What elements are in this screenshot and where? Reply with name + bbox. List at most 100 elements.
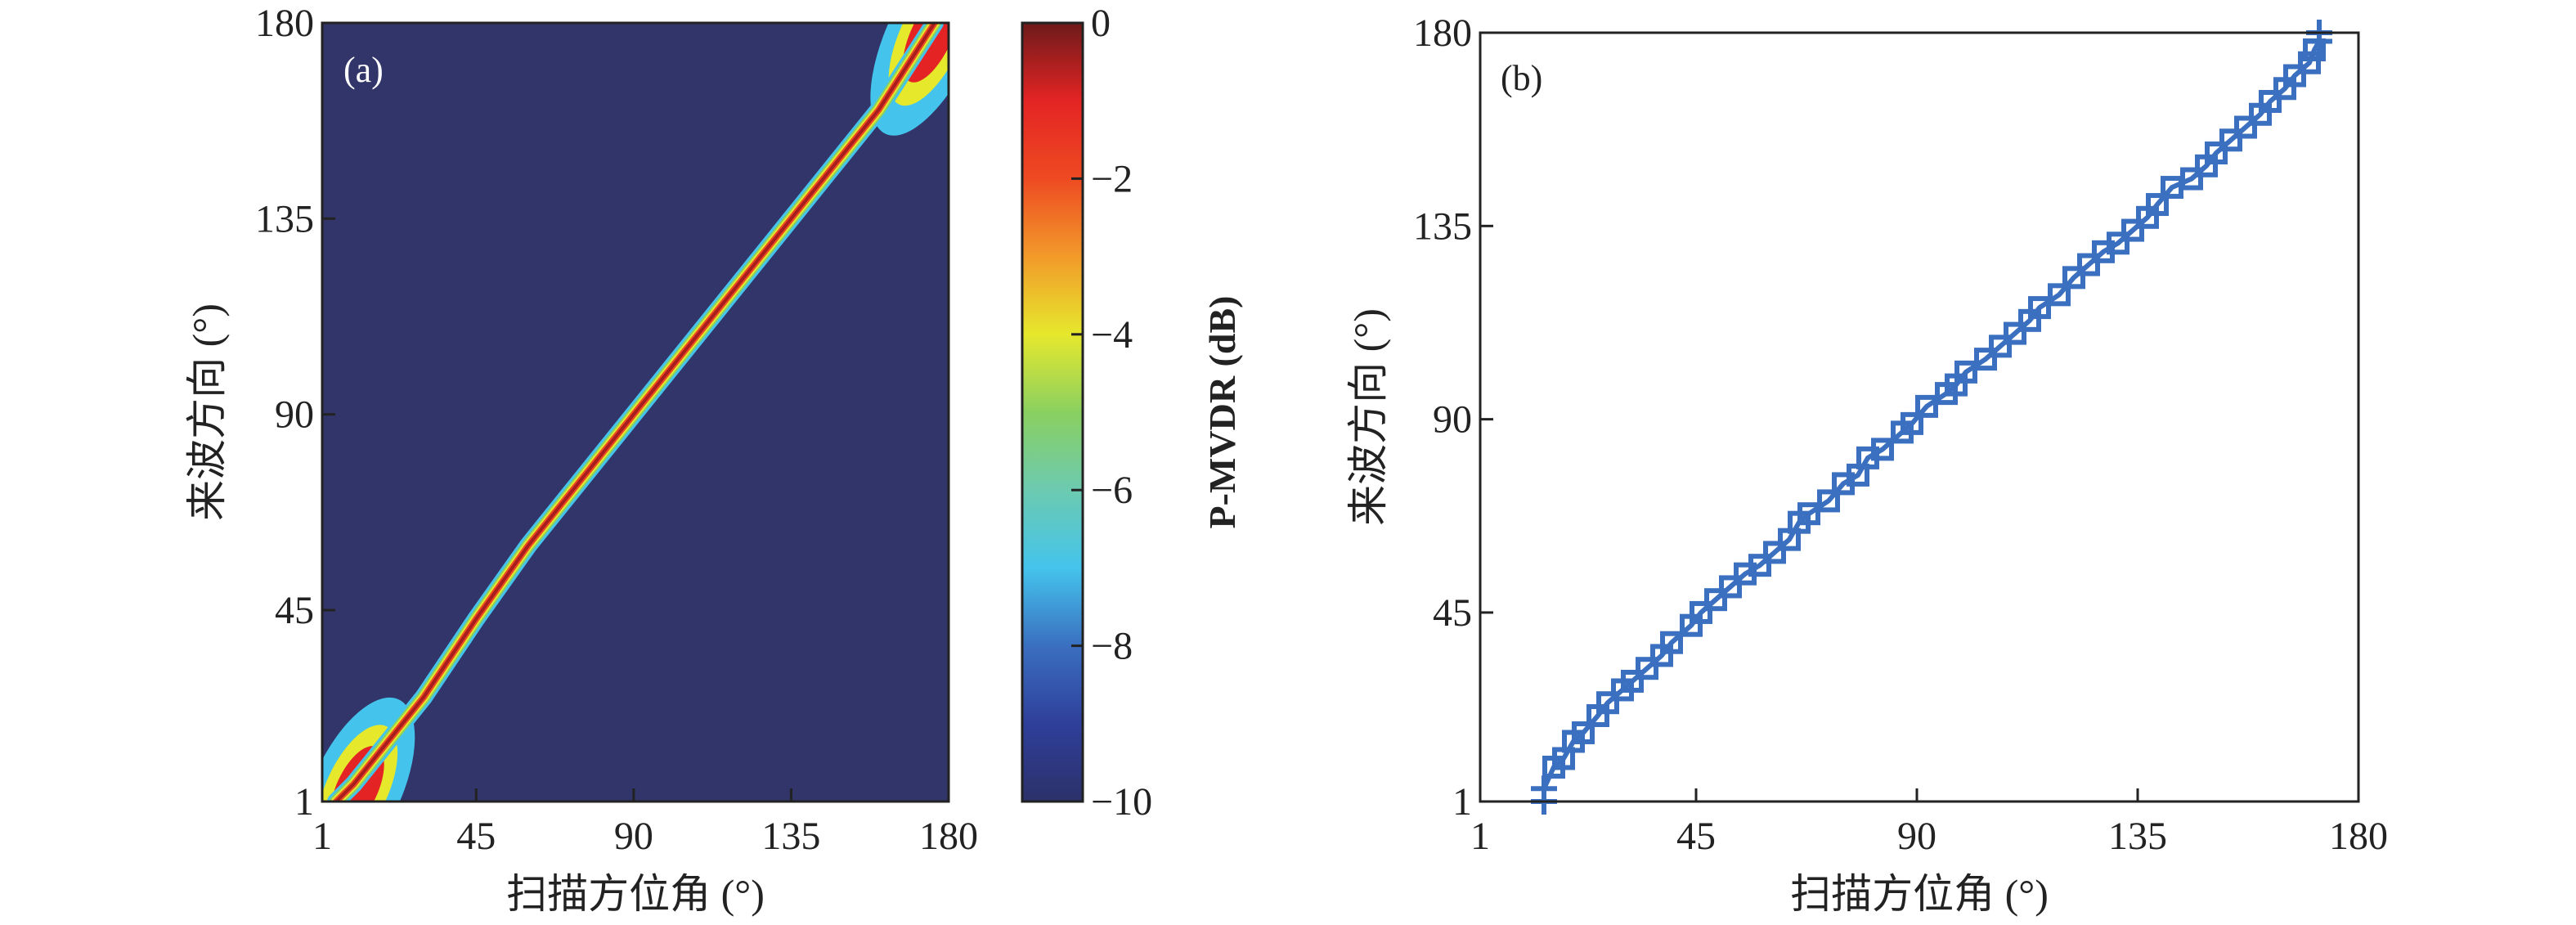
square-marker [1748,554,1771,577]
square-marker [1596,691,1619,715]
plus-marker [1531,775,1557,802]
square-marker [1572,721,1595,744]
x-ticks: 1 45 90 135 180 [312,788,978,858]
heatmap-ridge [322,23,949,802]
square-marker [1797,502,1820,526]
y-tick-label: 180 [1413,11,1472,55]
data-point [1704,588,1727,612]
square-marker [1989,335,2012,358]
x-tick-label: 135 [2108,815,2167,858]
y-tick-label: 135 [1413,204,1472,248]
square-marker [1704,588,1727,612]
data-point [2048,283,2071,307]
x-tick-label: 1 [312,815,332,858]
data-point [2234,115,2257,139]
data-point [1596,691,1619,715]
y-axis-label: 来波方向 (°) [1345,308,1391,526]
data-point [1763,541,1786,564]
square-marker [1690,600,1712,624]
square-marker [1915,394,1938,418]
data-point [1974,348,1997,371]
data-point [1817,489,1840,513]
data-point [1690,600,1712,624]
data-point [2298,51,2321,74]
x-axis-label: 扫描方位角 (°) [1790,871,2049,917]
y-tick-label: 180 [255,2,314,45]
square-marker [1763,541,1786,564]
y-tick-label: 45 [1433,591,1472,635]
data-point [2180,167,2203,191]
y-tick-label: 90 [1433,398,1472,442]
data-point [1636,657,1658,680]
data-point [2062,266,2085,290]
data-point [2004,321,2026,345]
ridge-band [334,23,936,802]
data-point [2121,218,2144,242]
square-marker [1974,348,1997,371]
data-point [1954,360,1977,384]
data-point [1531,775,1557,802]
x-tick-label: 180 [919,815,978,858]
data-point [2205,141,2228,165]
square-marker [2004,321,2026,345]
y-tick-label: 1 [294,780,314,824]
data-point [1915,394,1938,418]
data-point [2077,253,2100,276]
y-tick-label: 135 [255,197,314,240]
square-marker [2180,167,2203,191]
square-marker [2146,193,2169,217]
x-tick-label: 90 [1897,815,1936,858]
data-point [1719,575,1742,599]
data-point [2259,90,2282,114]
y-ticks: 1 45 90 135 180 [255,2,335,824]
y-tick-label: 45 [275,589,314,632]
colorbar-tick-label: −8 [1091,625,1133,668]
panel-b: (b) 1 45 90 135 180 1 45 90 135 180 扫描方位角 (°) 来波… [1345,11,2388,917]
colorbar-tick-label: −2 [1091,157,1133,200]
colorbar-tick-label: −4 [1091,313,1133,357]
panel-a: (a) 1 45 90 135 180 1 45 90 135 180 扫描方位角 (°) 来波… [184,2,1243,917]
square-marker [1636,657,1658,680]
square-marker [1660,631,1683,654]
square-marker [2077,253,2100,276]
data-point [1901,411,1923,435]
square-marker [1871,438,1894,461]
data-markers [1531,20,2332,815]
square-marker [2234,115,2257,139]
plot-frame [1479,31,2360,803]
square-marker [2062,266,2085,290]
square-marker [1817,489,1840,513]
colorbar-tick-label: −10 [1091,780,1152,824]
data-point [1871,438,1894,461]
data-point [1797,502,1820,526]
y-tick-label: 1 [1452,780,1472,824]
x-tick-label: 180 [2329,815,2388,858]
square-marker [2219,128,2242,152]
square-marker [2028,296,2051,320]
x-tick-label: 90 [614,815,653,858]
square-marker [2048,283,2071,307]
data-point [2028,296,2051,320]
square-marker [1719,575,1742,599]
data-point [1748,554,1771,577]
colorbar-tick-label: −6 [1091,469,1133,512]
series-line [1542,33,2322,802]
data-point [2107,231,2129,255]
y-ticks: 1 45 90 135 180 [1413,11,1493,824]
data-point [1572,721,1595,744]
square-marker [2107,231,2129,255]
square-marker [2259,90,2282,114]
y-axis-label: 来波方向 (°) [184,303,230,521]
colorbar-tick-label: 0 [1091,2,1111,45]
data-point [1621,669,1644,693]
square-marker [1901,411,1923,435]
colorbar-ticks: 0 −2 −4 −6 −8 −10 [1071,2,1152,824]
data-point [2283,64,2306,88]
square-marker [1621,669,1644,693]
panel-label: (a) [343,50,384,90]
y-tick-label: 90 [275,393,314,437]
square-marker [2298,51,2321,74]
x-tick-label: 45 [1676,815,1716,858]
colorbar-label: P-MVDR (dB) [1201,296,1243,529]
